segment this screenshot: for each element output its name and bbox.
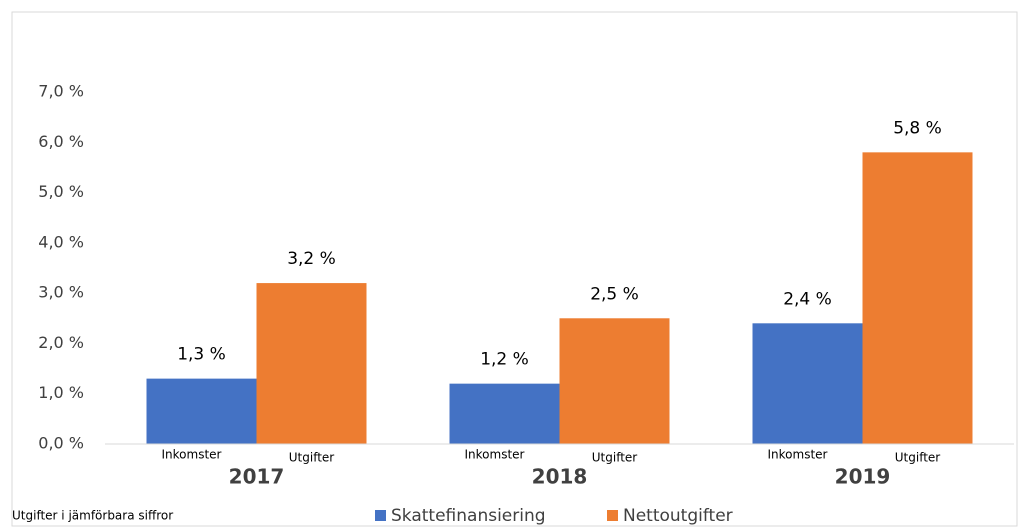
data-label: 1,2 % bbox=[480, 350, 529, 370]
bar bbox=[449, 383, 560, 444]
footnote: Utgifter i jämförbara siffror bbox=[12, 509, 173, 523]
bar bbox=[559, 318, 670, 444]
bar bbox=[862, 152, 973, 445]
bar-label: Utgifter bbox=[895, 451, 941, 465]
legend-label: Nettoutgifter bbox=[623, 506, 733, 526]
x-tick-label: 2017 bbox=[229, 465, 285, 489]
x-tick-label: 2019 bbox=[835, 465, 891, 489]
bar-label: Inkomster bbox=[768, 448, 828, 462]
data-label: 2,5 % bbox=[590, 284, 639, 304]
y-tick-label: 3,0 % bbox=[38, 283, 84, 302]
chart-frame bbox=[11, 11, 1018, 527]
bar-label: Inkomster bbox=[465, 448, 525, 462]
y-tick-label: 7,0 % bbox=[38, 82, 84, 101]
legend-label: Skattefinansiering bbox=[391, 506, 546, 526]
legend-swatch bbox=[375, 510, 386, 521]
bar bbox=[146, 378, 257, 444]
data-label: 3,2 % bbox=[287, 249, 336, 269]
y-tick-label: 0,0 % bbox=[38, 434, 84, 453]
bar-label: Inkomster bbox=[162, 448, 222, 462]
data-label: 1,3 % bbox=[177, 345, 226, 365]
y-tick-label: 1,0 % bbox=[38, 383, 84, 402]
data-label: 5,8 % bbox=[893, 118, 942, 138]
x-tick-label: 2018 bbox=[532, 465, 588, 489]
y-tick-label: 2,0 % bbox=[38, 333, 84, 352]
bar bbox=[752, 323, 863, 444]
y-tick-label: 4,0 % bbox=[38, 232, 84, 251]
bar-label: Utgifter bbox=[592, 451, 638, 465]
bar-label: Utgifter bbox=[289, 451, 335, 465]
y-tick-label: 6,0 % bbox=[38, 132, 84, 151]
legend-swatch bbox=[607, 510, 618, 521]
data-label: 2,4 % bbox=[783, 289, 832, 309]
bar bbox=[256, 283, 367, 444]
y-tick-label: 5,0 % bbox=[38, 182, 84, 201]
